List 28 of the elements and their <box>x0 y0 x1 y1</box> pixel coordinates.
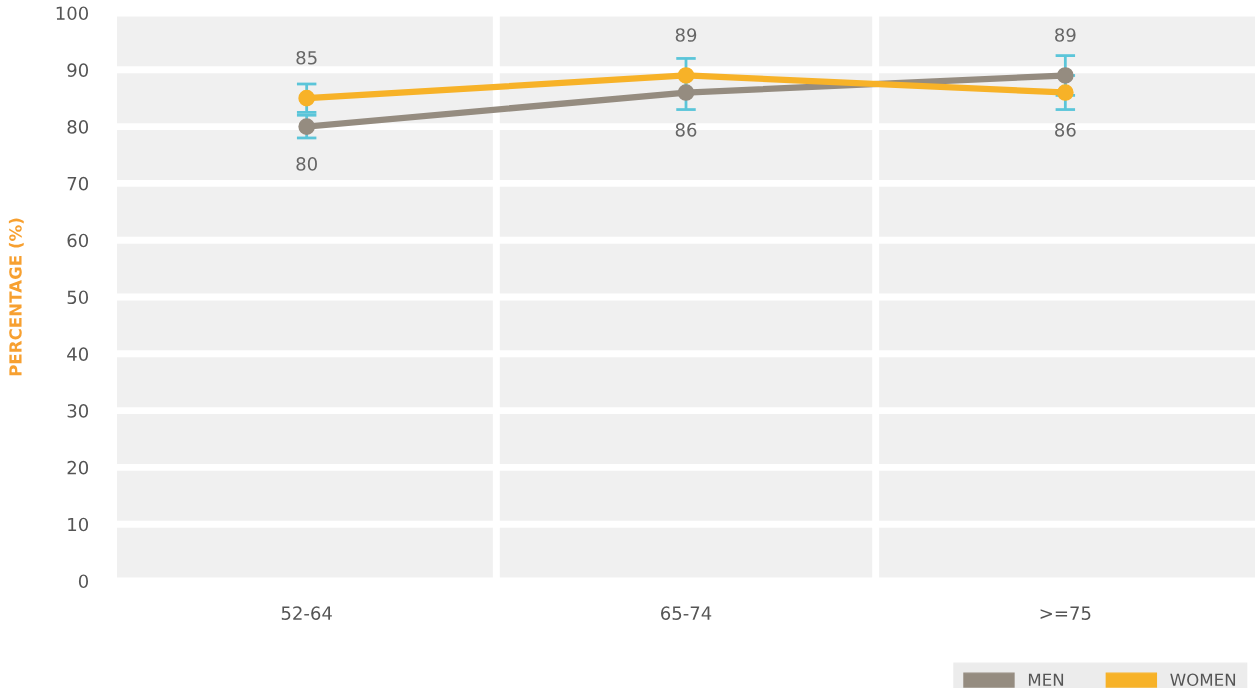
data-label: 85 <box>296 50 317 65</box>
data-label: 80 <box>296 157 317 171</box>
y-tick-label: 20 <box>67 460 89 475</box>
y-tick-label: 10 <box>68 517 89 532</box>
y-tick-label: 60 <box>67 233 89 248</box>
y-tick-label: 50 <box>67 290 89 305</box>
y-axis-title: PERCENTAGE (%) <box>8 218 24 376</box>
point <box>1056 67 1074 84</box>
y-tick-label: 90 <box>67 63 89 77</box>
y-tick-label: 80 <box>67 120 89 134</box>
data-label: 86 <box>675 122 697 137</box>
data-label: 86 <box>1055 122 1076 137</box>
y-tick-label: 30 <box>67 404 89 418</box>
y-tick-label: 100 <box>56 6 89 21</box>
point <box>677 84 695 101</box>
legend-label: WOMEN <box>1170 673 1236 687</box>
data-label: 89 <box>675 28 697 42</box>
point <box>1056 84 1074 101</box>
legend-label: MEN <box>1028 673 1064 686</box>
y-tick-label: 0 <box>78 574 89 589</box>
point <box>677 67 695 84</box>
y-tick-label: 40 <box>67 347 89 361</box>
x-tick-label: 65-74 <box>661 606 712 620</box>
y-tick-label: 70 <box>67 176 89 191</box>
x-tick-label: >=75 <box>1040 606 1091 620</box>
point <box>298 89 316 107</box>
x-tick-label: 52-64 <box>281 606 332 620</box>
data-label: 89 <box>1055 28 1076 42</box>
